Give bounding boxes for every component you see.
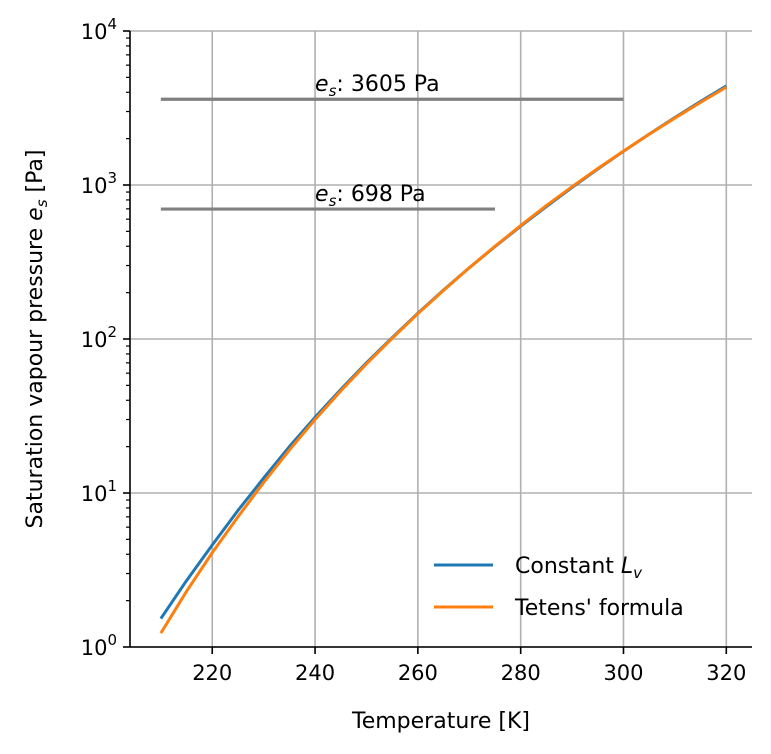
annotation-symbol: e (315, 72, 329, 97)
x-tick-label: 300 (603, 661, 643, 685)
series-line-2 (159, 85, 728, 634)
x-tick-label: 240 (295, 661, 335, 685)
y-tick-label-exponent: 0 (107, 631, 117, 649)
y-tick-label: 101 (81, 477, 117, 506)
annotation-subscript: s (329, 82, 337, 100)
grid (130, 30, 752, 648)
y-tick-label: 102 (81, 323, 117, 352)
x-tick-label: 260 (398, 661, 438, 685)
legend-text: Tetens' formula (514, 596, 684, 621)
legend-label-1: Constant Lv (515, 554, 643, 582)
y-tick-label: 104 (81, 15, 117, 44)
y-tick-label-exponent: 2 (107, 323, 117, 341)
y-tick-label: 100 (81, 631, 117, 660)
legend-subscript: v (633, 564, 643, 582)
annotation-symbol: e (315, 182, 329, 207)
y-tick-label-base: 10 (81, 174, 108, 198)
annotation-text: : 698 Pa (336, 182, 425, 207)
x-tick-label: 220 (192, 661, 232, 685)
annotation-label: es: 698 Pa (315, 182, 426, 210)
annotation-text: : 3605 Pa (336, 72, 439, 97)
annotation-subscript: s (329, 192, 337, 210)
y-tick-label-exponent: 3 (107, 169, 117, 187)
annotation-label: es: 3605 Pa (315, 72, 440, 100)
y-axis-label-subscript: s (33, 199, 51, 207)
y-tick-label-base: 10 (81, 328, 108, 352)
y-tick-label-base: 10 (81, 20, 108, 44)
legend-label-2: Tetens' formula (514, 596, 684, 621)
series-lines (159, 84, 728, 634)
legend-symbol: L (621, 554, 633, 579)
y-tick-label-base: 10 (81, 636, 108, 660)
y-axis-label-symbol: e (23, 207, 48, 221)
y-tick-label: 103 (81, 169, 117, 198)
series-line-1 (159, 84, 728, 620)
x-tick-label: 320 (706, 661, 746, 685)
x-tick-label: 280 (501, 661, 541, 685)
y-axis-label-prefix: Saturation vapour pressure (23, 221, 48, 529)
y-tick-label-exponent: 4 (107, 15, 117, 33)
y-tick-label-exponent: 1 (107, 477, 117, 495)
legend: Constant Lv Tetens' formula (434, 554, 684, 621)
legend-text: Constant (515, 554, 621, 579)
annotation-lines (160, 97, 624, 211)
y-axis-label: Saturation vapour pressure es [Pa] (23, 150, 51, 529)
x-axis-label: Temperature [K] (351, 709, 530, 734)
y-axis-label-suffix: [Pa] (23, 150, 48, 200)
y-tick-label-base: 10 (81, 482, 108, 506)
